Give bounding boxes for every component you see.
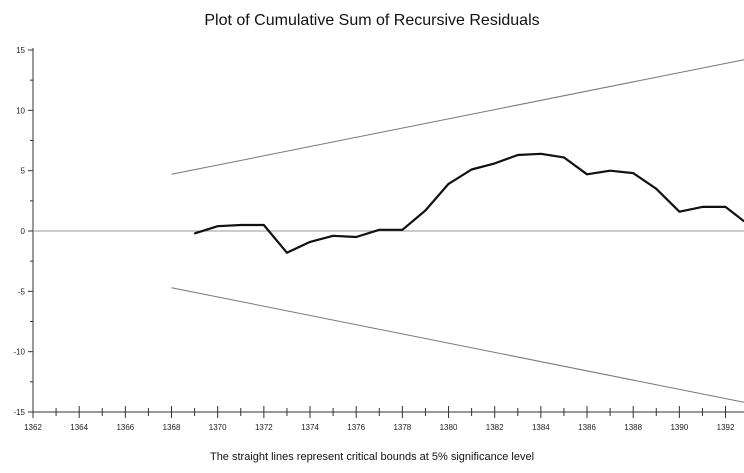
cusum-point (679, 211, 681, 213)
x-tick-label: 1372 (255, 423, 273, 432)
x-tick-label: 1382 (486, 423, 504, 432)
x-tick-label: 1380 (440, 423, 458, 432)
cusum-point (263, 224, 265, 226)
cusum-point (332, 235, 334, 237)
cusum-point (402, 229, 404, 231)
cusum-point (355, 236, 357, 238)
y-tick-label: 10 (16, 106, 25, 115)
x-tick-label: 1384 (532, 423, 550, 432)
x-tick-label: 1376 (347, 423, 365, 432)
cusum-point (586, 173, 588, 175)
x-tick-label: 1392 (717, 423, 735, 432)
upper-bound-line (172, 60, 744, 175)
x-tick-label: 1374 (301, 423, 319, 432)
x-tick-label: 1386 (578, 423, 596, 432)
cusum-point (540, 153, 542, 155)
cusum-point (494, 163, 496, 165)
cusum-point (655, 188, 657, 190)
y-tick-label: 15 (16, 46, 25, 55)
cusum-point (240, 224, 242, 226)
y-tick-label: -5 (18, 287, 26, 296)
chart-footnote: The straight lines represent critical bo… (210, 451, 534, 463)
cusum-point (609, 170, 611, 172)
cusum-point (194, 233, 196, 235)
axes: 15 10 5 0 -5 -10 -15 1362 1364 1366 1368 1370 1372 13… (13, 46, 744, 432)
cusum-point (563, 157, 565, 159)
x-tick-label: 1362 (24, 423, 42, 432)
cusum-point (378, 229, 380, 231)
x-tick-label: 1388 (624, 423, 642, 432)
x-tick-label: 1378 (393, 423, 411, 432)
cusum-point (632, 172, 634, 174)
lower-bound-line (172, 288, 744, 403)
x-tick-label: 1370 (209, 423, 227, 432)
y-tick-label: 5 (21, 167, 26, 176)
cusum-line (195, 154, 744, 253)
y-tick-label: -15 (13, 408, 25, 417)
cusum-point (702, 206, 704, 208)
y-tick-label: -10 (13, 348, 25, 357)
cusum-point (448, 183, 450, 185)
chart-title: Plot of Cumulative Sum of Recursive Resi… (204, 12, 539, 29)
cusum-point (309, 241, 311, 243)
y-tick-label: 0 (21, 227, 26, 236)
x-tick-label: 1366 (116, 423, 134, 432)
cusum-point (517, 154, 519, 156)
x-tick-label: 1364 (70, 423, 88, 432)
cusum-point (286, 252, 288, 254)
cusum-point (217, 225, 219, 227)
x-tick-label: 1368 (163, 423, 181, 432)
cusum-series (194, 153, 744, 254)
cusum-point (425, 210, 427, 212)
x-tick-label: 1390 (670, 423, 688, 432)
cusum-point (471, 169, 473, 171)
cusum-point (725, 206, 727, 208)
